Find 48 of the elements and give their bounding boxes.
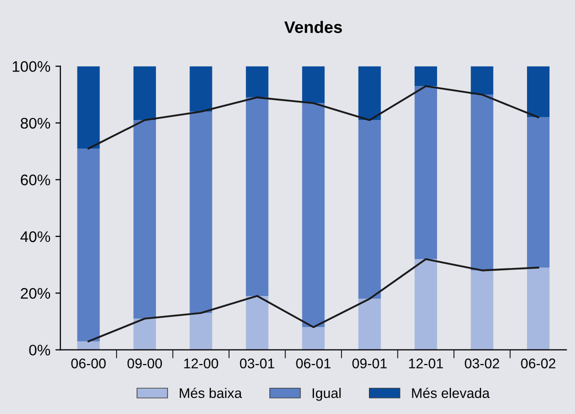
y-tick-label: 100% [12, 61, 50, 72]
line-series [88, 85, 540, 150]
bar [358, 66, 381, 120]
bar [77, 148, 100, 342]
x-tick-label: 09-01 [352, 358, 387, 368]
y-tick-label: 40% [20, 231, 50, 242]
bar [302, 66, 325, 104]
x-tick-label: 03-01 [240, 358, 274, 368]
bar [527, 117, 550, 268]
bar [470, 66, 494, 95]
bar [302, 327, 325, 350]
bar [527, 268, 550, 350]
bar [414, 86, 438, 260]
bar [77, 341, 100, 350]
bar [133, 120, 156, 319]
bar [246, 66, 268, 98]
x-tick-label: 06-01 [296, 358, 330, 368]
bar [190, 112, 212, 313]
y-tick-label: 0% [29, 344, 50, 356]
line-series [88, 258, 540, 342]
bar [414, 259, 438, 350]
legend-label: Igual [312, 388, 341, 401]
x-tick-label: 12-00 [184, 358, 218, 368]
chart-title: Vendes [284, 20, 342, 34]
x-tick-label: 09-00 [127, 358, 162, 368]
y-tick-label: 60% [20, 174, 50, 186]
bar [302, 103, 325, 328]
bar [414, 66, 438, 86]
bar [470, 270, 494, 350]
bar [190, 312, 212, 350]
bar [190, 66, 212, 112]
y-tick-label: 20% [20, 288, 50, 299]
bar [246, 97, 268, 296]
y-tick-label: 80% [20, 118, 50, 129]
bar [527, 66, 550, 118]
legend-label: Més elevada [412, 388, 490, 398]
bar [358, 298, 381, 350]
x-tick-label: 12-01 [409, 358, 443, 368]
x-tick-label: 03-02 [464, 358, 500, 368]
x-tick-label: 06-00 [71, 358, 106, 368]
bar [246, 296, 268, 350]
bar [133, 66, 156, 120]
bar [133, 318, 156, 350]
bar [77, 66, 100, 148]
bar [470, 94, 494, 270]
bar [358, 120, 381, 299]
x-tick-label: 06-02 [521, 358, 556, 368]
legend-label: Més baixa [180, 388, 242, 398]
